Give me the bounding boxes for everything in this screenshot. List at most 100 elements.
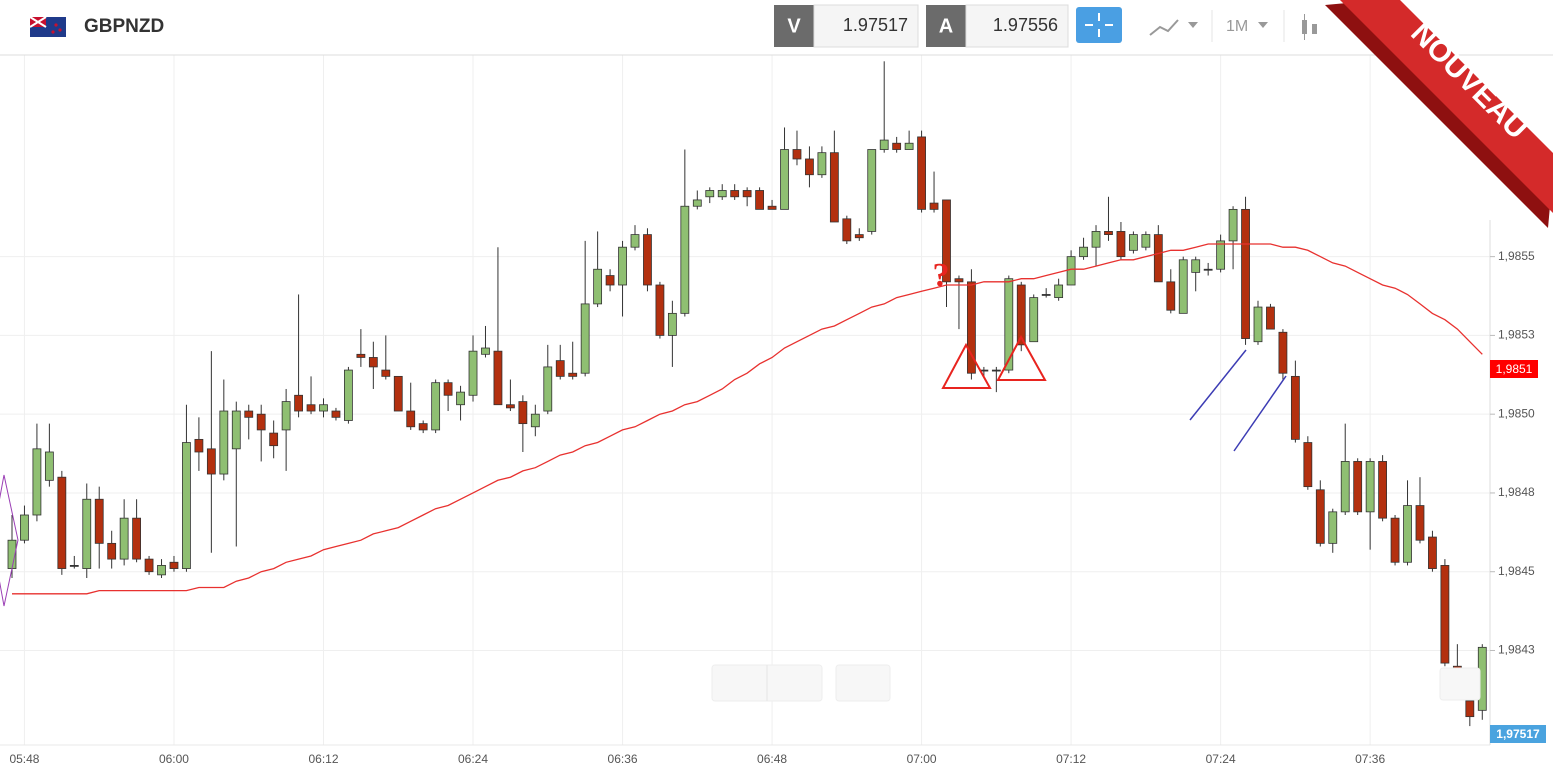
x-tick-label: 07:36: [1355, 752, 1385, 766]
candle-body: [1378, 461, 1387, 519]
candle-body: [281, 401, 291, 431]
y-tick-label: 1,9845: [1498, 564, 1535, 578]
ask-box: [965, 4, 1069, 48]
candle-body: [481, 347, 490, 355]
candle-body: [1091, 231, 1101, 248]
candle-body: [692, 199, 702, 207]
candle-body: [456, 391, 465, 406]
candle-body: [1166, 281, 1176, 311]
candle-body: [1104, 231, 1113, 235]
candle-body: [231, 410, 241, 450]
candle-body: [805, 158, 814, 176]
candle-body: [1203, 268, 1213, 271]
candle-body: [1365, 461, 1375, 513]
bid-button[interactable]: [774, 5, 814, 47]
candle-body: [306, 404, 316, 412]
candle-body: [842, 218, 852, 242]
candle-body: [618, 246, 627, 286]
candle-body: [1465, 700, 1475, 718]
moving-average: [12, 243, 1483, 595]
candle-body: [381, 369, 391, 377]
candle-body: [991, 369, 1001, 372]
candle-body: [580, 303, 590, 374]
candle-body: [667, 312, 677, 336]
last-price-label: 1,9851: [1496, 362, 1533, 376]
candle-body: [904, 142, 914, 150]
x-tick-label: 06:00: [159, 752, 189, 766]
candle-body: [1390, 517, 1400, 563]
y-tick-label: 1,9850: [1498, 406, 1535, 420]
bid-box: [813, 4, 919, 48]
candle-body: [182, 442, 191, 569]
candle-body: [1141, 234, 1151, 248]
bid-price: 1.97517: [843, 15, 908, 35]
ask-letter: A: [939, 15, 953, 37]
chart-type-button[interactable]: [1149, 19, 1198, 36]
candle-body: [157, 565, 166, 576]
candle-body: [431, 382, 441, 431]
candle-body: [144, 558, 154, 573]
candle-body: [219, 410, 229, 475]
ask-button[interactable]: [926, 5, 966, 47]
timeframe[interactable]: 1M: [1226, 18, 1248, 35]
candle-body: [942, 199, 951, 283]
x-tick-label: 07:00: [907, 752, 937, 766]
candle-body: [655, 284, 665, 336]
candle-body: [705, 190, 715, 198]
candle-body: [1353, 461, 1363, 513]
candle-body: [269, 432, 279, 447]
candle-body: [543, 366, 553, 412]
candle-body: [344, 369, 353, 421]
ask-price: 1.97556: [993, 15, 1058, 35]
candle-body: [555, 360, 565, 377]
candle-body: [368, 357, 378, 368]
candle-body: [518, 401, 528, 425]
candle-body: [917, 136, 926, 210]
annotations: [0, 334, 1481, 702]
candle-body: [406, 410, 416, 428]
candle-body: [1178, 259, 1188, 314]
candle-body: [1428, 536, 1437, 569]
candle-body: [468, 350, 478, 396]
candle-body: [593, 268, 603, 305]
candle-body: [1216, 240, 1226, 270]
timeframe-caret: [1258, 22, 1268, 28]
candle-body: [356, 353, 366, 358]
candle-body: [1328, 511, 1338, 544]
candle-body: [780, 149, 789, 210]
candles-icon[interactable]: [1302, 14, 1317, 40]
candle-body: [967, 281, 976, 374]
candle-body: [119, 517, 129, 560]
candle-body: [1191, 259, 1201, 273]
candle-body: [1340, 461, 1350, 513]
candle-body: [1440, 565, 1450, 664]
bid-letter: V: [787, 15, 801, 37]
candle-body: [530, 413, 540, 428]
candle-body: [256, 413, 266, 431]
candle-body: [879, 139, 889, 150]
candle-body: [1241, 208, 1250, 339]
candle-body: [643, 234, 652, 286]
symbol: GBPNZD: [84, 16, 164, 37]
x-tick-label: 06:12: [308, 752, 338, 766]
candle-body: [443, 382, 453, 396]
plot: [7, 61, 1487, 727]
candle-body: [69, 565, 79, 567]
y-axis: 1,9855 1,9853 1,9850 1,9848 1,9845 1,9843: [1490, 249, 1535, 657]
candle-body: [892, 142, 902, 150]
candle-body: [1278, 331, 1288, 374]
candle-body: [1253, 306, 1263, 343]
candle-body: [132, 517, 142, 560]
candle-body: [605, 275, 615, 286]
candle-body: [1415, 505, 1425, 541]
crosshair-button[interactable]: [1076, 7, 1122, 43]
candle-body: [294, 394, 303, 412]
candle-body: [1041, 294, 1051, 296]
candle-body: [680, 205, 690, 314]
candle-body: [1079, 246, 1088, 258]
candle-body: [319, 404, 328, 412]
candle-body: [244, 410, 254, 418]
candle-body: [767, 205, 777, 210]
y-tick-label: 1,9848: [1498, 485, 1535, 499]
